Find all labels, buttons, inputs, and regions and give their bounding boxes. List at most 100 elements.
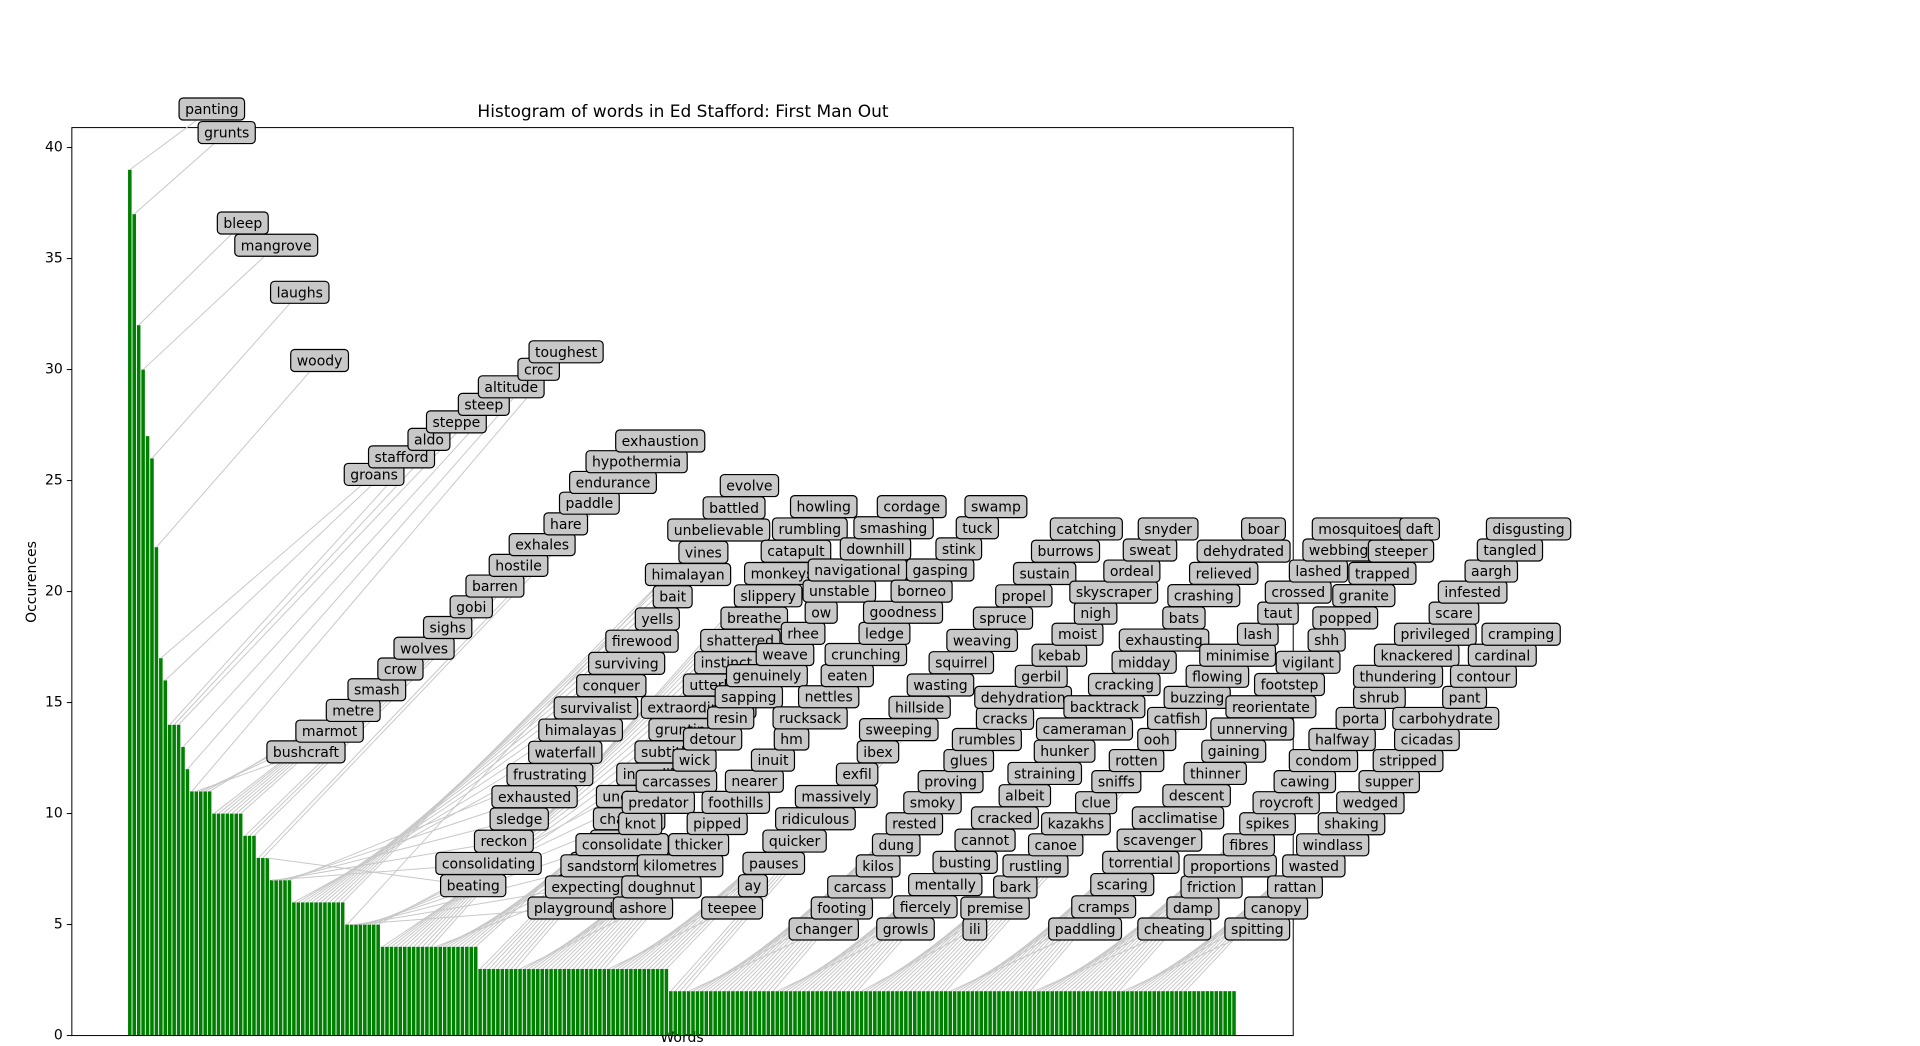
bar (567, 968, 571, 1036)
bar (957, 991, 961, 1036)
bar (912, 991, 917, 1036)
annotation-label: growls (883, 922, 929, 938)
bar (1174, 991, 1179, 1036)
bar (1187, 991, 1192, 1036)
bar (442, 946, 447, 1036)
bar (300, 902, 305, 1036)
annotation-label: supper (1365, 775, 1414, 791)
bar (1192, 991, 1196, 1036)
annotation-label: barren (472, 579, 518, 595)
annotation-label: sandstorm (567, 859, 641, 875)
annotation-label: lashed (1295, 564, 1341, 580)
annotation-box (477, 375, 545, 399)
annotation-label: unnerving (1217, 722, 1288, 738)
bar (1116, 991, 1121, 1036)
annotation-label: quicker (769, 834, 821, 850)
annotation-box (1118, 628, 1210, 652)
annotation-label: taut (1264, 606, 1293, 622)
annotation-label: weaving (953, 633, 1012, 649)
annotation-label: smoky (910, 796, 955, 812)
annotation-label: stink (942, 542, 977, 558)
annotation-label: hare (550, 517, 582, 533)
bar (975, 991, 979, 1036)
bar (292, 902, 296, 1036)
annotation-label: pauses (749, 856, 799, 872)
bar (190, 791, 194, 1036)
annotation-label: knot (625, 817, 657, 833)
annotation-box (367, 445, 436, 469)
bar (731, 991, 735, 1036)
annotation-label: woody (297, 353, 343, 369)
bar (575, 968, 580, 1036)
bar (970, 991, 975, 1036)
annotation-label: reckon (480, 834, 527, 850)
bar (620, 968, 624, 1036)
annotation-label: unbelievable (674, 523, 764, 539)
y-tick-label: 10 (45, 806, 63, 822)
bar (407, 946, 411, 1036)
annotation-label: rumbles (958, 733, 1015, 749)
bar (141, 369, 145, 1036)
bar (305, 902, 309, 1036)
annotation-label: mentally (915, 878, 976, 894)
bar (748, 991, 753, 1036)
annotation-label: sweeping (866, 723, 933, 739)
bar (238, 813, 243, 1036)
bar (904, 991, 908, 1036)
annotation-label: unstable (809, 584, 870, 600)
bar (269, 880, 274, 1036)
y-tick-label: 5 (54, 917, 63, 933)
bar (216, 813, 221, 1036)
annotation-label: windlass (1303, 838, 1363, 854)
annotation-label: straining (1014, 766, 1076, 782)
bar (332, 902, 336, 1036)
annotation-label: clue (1082, 796, 1111, 812)
bar (598, 968, 602, 1036)
bar (695, 991, 700, 1036)
bar (261, 857, 265, 1036)
bar (1019, 991, 1023, 1036)
annotation-box (1108, 748, 1165, 773)
bar (584, 968, 589, 1036)
annotation-label: scare (1435, 606, 1473, 622)
annotation-label: carbohydrate (1399, 711, 1493, 727)
annotation-label: crunching (831, 647, 900, 663)
bar (1103, 991, 1108, 1036)
annotation-label: proportions (1190, 859, 1270, 875)
y-tick-label: 30 (45, 362, 63, 378)
bar (420, 946, 425, 1036)
annotation-label: stripped (1379, 754, 1437, 770)
bar (145, 436, 150, 1036)
bar (380, 946, 385, 1036)
annotation-label: bushcraft (273, 745, 340, 761)
bar (669, 991, 673, 1036)
annotation-label: rhee (787, 626, 819, 642)
bar (846, 991, 850, 1036)
annotation-label: exhausting (1125, 633, 1202, 649)
bar (340, 902, 345, 1036)
bar (841, 991, 846, 1036)
annotation-box (234, 233, 319, 257)
annotation-box (780, 621, 826, 645)
annotation-box (876, 495, 947, 519)
bar (247, 835, 252, 1036)
bar (1179, 991, 1183, 1036)
annotation-label: smashing (860, 521, 927, 537)
annotation-label: flowing (1192, 669, 1242, 685)
bar (895, 991, 899, 1036)
annotation-label: knackered (1380, 648, 1452, 664)
bar (850, 991, 855, 1036)
annotation-label: spikes (1246, 817, 1290, 833)
bar (327, 902, 332, 1036)
bar (638, 968, 642, 1036)
annotation-label: exfil (842, 767, 871, 783)
bar (935, 991, 939, 1036)
annotation-leader (178, 404, 485, 726)
bar (287, 880, 292, 1036)
annotation-label: bats (1169, 611, 1199, 627)
bar (766, 991, 771, 1036)
annotation-label: doughnut (628, 880, 696, 896)
bar (349, 924, 354, 1036)
annotation-label: paddling (1055, 922, 1116, 938)
bar (376, 924, 380, 1036)
